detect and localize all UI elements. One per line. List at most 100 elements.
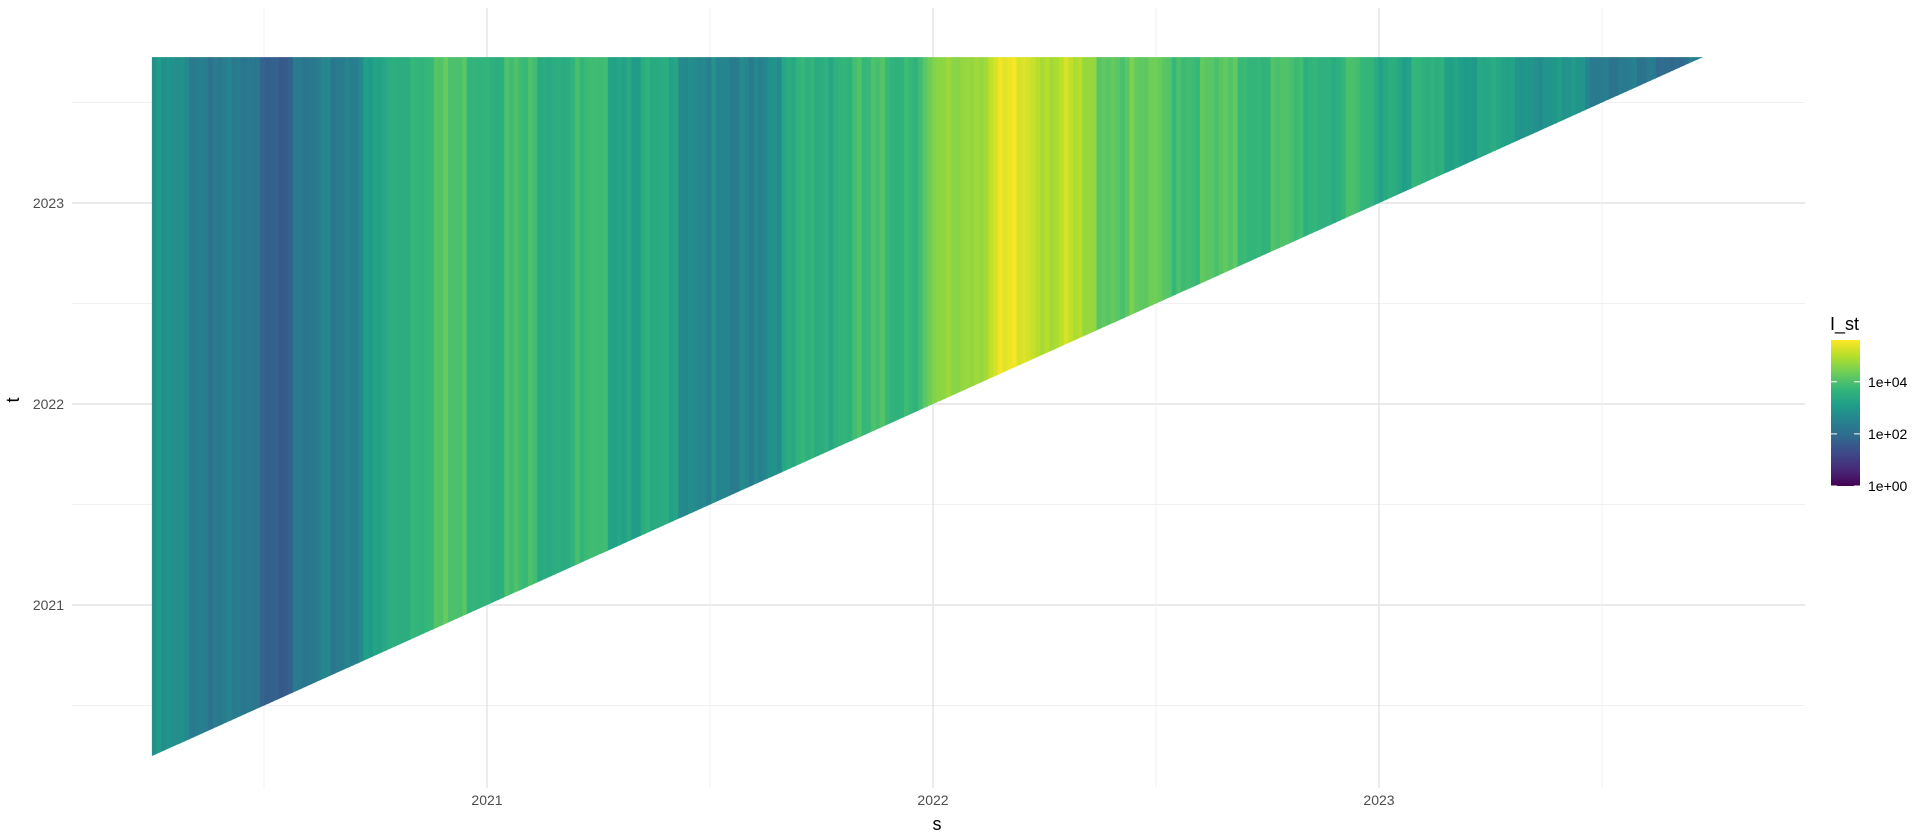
heatmap-cell <box>1359 57 1365 212</box>
heatmap-cell <box>415 57 421 638</box>
heatmap-cell <box>588 57 595 560</box>
heatmap-cell <box>1453 57 1459 170</box>
heatmap-cell <box>1148 57 1154 307</box>
heatmap-cell <box>1091 57 1097 333</box>
heatmap-cell <box>1261 57 1267 257</box>
heatmap-cell <box>781 57 787 473</box>
heatmap-cell <box>1035 57 1041 358</box>
heatmap-cell <box>1684 57 1690 66</box>
heatmap-cell <box>1369 57 1375 208</box>
heatmap-cell <box>1030 57 1036 360</box>
heatmap-cell <box>1082 57 1088 337</box>
heatmap-cell <box>1129 57 1135 316</box>
heatmap-cell <box>1604 57 1610 102</box>
heatmap-cell <box>1138 57 1144 312</box>
heatmap-cell <box>1331 57 1337 225</box>
heatmap-cell <box>1411 57 1417 189</box>
heatmap-cell <box>1594 57 1600 106</box>
heatmap-cell <box>1528 57 1535 136</box>
heatmap-cell <box>1566 57 1572 119</box>
heatmap-cell <box>1087 57 1093 335</box>
heatmap-cell <box>946 57 952 399</box>
heatmap-cell <box>1693 57 1699 62</box>
heatmap-cell <box>269 57 275 704</box>
heatmap-cell <box>1575 57 1582 115</box>
heatmap-cell <box>184 57 190 742</box>
heatmap-cell <box>847 57 853 443</box>
heatmap-cell <box>1632 57 1638 89</box>
heatmap-cell <box>546 57 552 579</box>
heatmap-cell <box>1467 57 1473 163</box>
legend-label: 1e+02 <box>1868 426 1908 442</box>
heatmap-cell <box>1049 57 1055 352</box>
heatmap-cell <box>833 57 839 449</box>
heatmap-cell <box>396 57 402 646</box>
heatmap-cell <box>598 57 604 555</box>
heatmap-cell <box>936 57 942 403</box>
heatmap-cell <box>697 57 703 511</box>
heatmap-cell <box>603 57 609 553</box>
heatmap-cell <box>1613 57 1619 98</box>
heatmap-cell <box>1209 57 1215 280</box>
heatmap-cell <box>311 57 317 685</box>
heatmap-cell <box>1608 57 1614 100</box>
heatmap-cell <box>1242 57 1248 265</box>
legend-label: 1e+00 <box>1868 478 1908 494</box>
heatmap-cell <box>457 57 463 619</box>
heatmap-cell <box>532 57 538 585</box>
heatmap-cell <box>264 57 270 706</box>
legend-colorbar <box>1831 340 1860 486</box>
heatmap-cell <box>1298 57 1304 240</box>
heatmap-cell <box>1199 57 1206 284</box>
y-axis-title: t <box>3 397 23 402</box>
heatmap-cell <box>1021 57 1027 365</box>
heatmap-cell <box>443 57 449 625</box>
heatmap-cell <box>1580 57 1586 113</box>
heatmap-cell <box>203 57 209 733</box>
heatmap-cell <box>654 57 660 530</box>
heatmap-cell <box>1646 57 1652 83</box>
heatmap-cell <box>151 57 157 757</box>
heatmap-cell <box>391 57 397 648</box>
heatmap-cell <box>828 57 834 452</box>
heatmap-cell <box>1519 57 1525 140</box>
heatmap-cell <box>1505 57 1511 147</box>
heatmap-cell <box>1660 57 1666 77</box>
heatmap-cell <box>612 57 618 549</box>
heatmap-cell <box>969 57 975 388</box>
heatmap-cell <box>1279 57 1285 248</box>
heatmap-cell <box>344 57 350 670</box>
heatmap-cell <box>1007 57 1013 371</box>
heatmap-cell <box>170 57 176 748</box>
heatmap-cell <box>1293 57 1300 242</box>
heatmap-cell <box>1698 57 1704 60</box>
heatmap-cell <box>626 57 632 543</box>
heatmap-cell <box>993 57 999 377</box>
heatmap-cell <box>1345 57 1351 219</box>
heatmap-cell <box>1251 57 1257 261</box>
heatmap-cell <box>1622 57 1629 94</box>
heatmap-cell <box>584 57 590 562</box>
heatmap-cell <box>1228 57 1234 271</box>
heatmap-cell <box>983 57 989 382</box>
heatmap-cell <box>241 57 247 716</box>
heatmap-cell <box>386 57 392 651</box>
heatmap-cell <box>212 57 219 729</box>
heatmap-cell <box>1561 57 1567 121</box>
heatmap-cell <box>325 57 331 678</box>
heatmap-cell <box>870 57 877 432</box>
heatmap-cell <box>725 57 731 498</box>
heatmap-cell <box>814 57 820 458</box>
heatmap-cell <box>1402 57 1408 193</box>
heatmap-cell <box>838 57 844 447</box>
heatmap-cell <box>1120 57 1126 320</box>
heatmap-cell <box>490 57 496 604</box>
heatmap-cell <box>476 57 482 610</box>
heatmap-cell <box>198 57 204 735</box>
x-axis-ticks: 2021 2022 2023 <box>471 792 1394 808</box>
heatmap-cell <box>795 57 801 466</box>
heatmap-cell <box>767 57 773 479</box>
heatmap-cell <box>1002 57 1008 373</box>
heatmap-cell <box>1679 57 1685 68</box>
heatmap-cell <box>635 57 642 538</box>
